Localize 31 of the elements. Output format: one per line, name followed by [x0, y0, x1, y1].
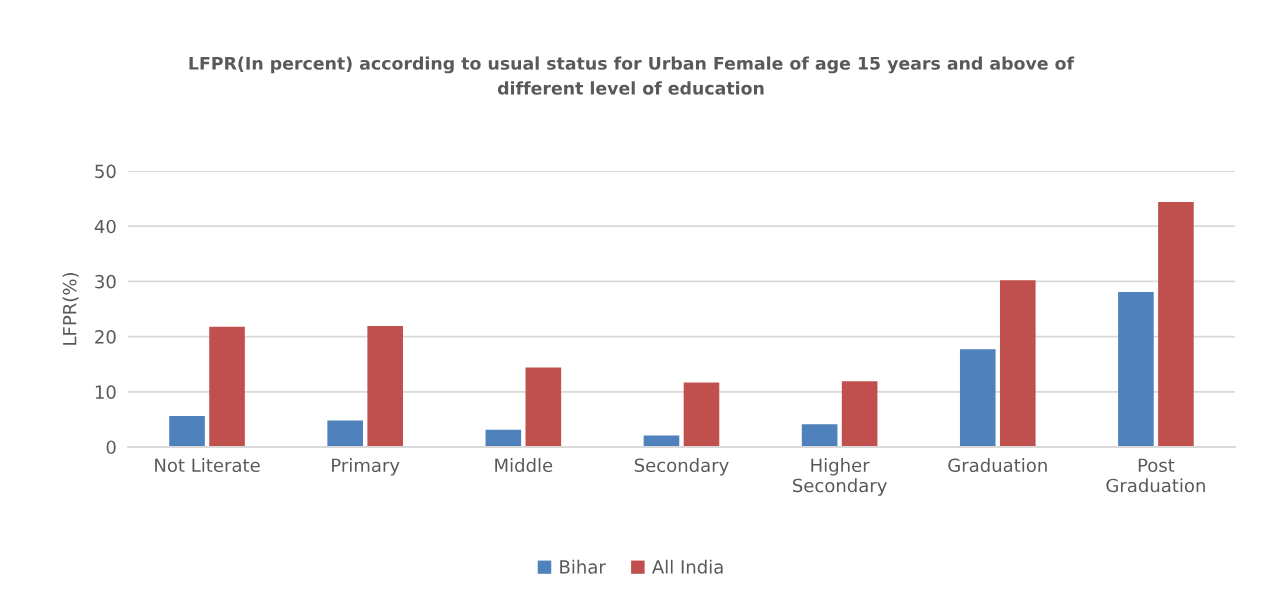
- bar: [1158, 201, 1194, 447]
- y-tick-label: 10: [95, 385, 116, 399]
- y-axis-title: LFPR(%): [62, 272, 79, 345]
- y-tick-label: 0: [106, 440, 116, 455]
- y-tick-label: 20: [95, 330, 116, 344]
- x-tick-label: Middle: [495, 458, 553, 473]
- y-tick-label: 50: [95, 164, 116, 179]
- y-tick-label: 30: [95, 274, 116, 289]
- chart-title: LFPR(In percent) according to usual status for Urban Female of age 15 years and above of different level of education: [189, 56, 1075, 95]
- x-tick-label: Post Graduation: [1106, 458, 1205, 493]
- bar: [367, 326, 403, 447]
- bar: [683, 382, 720, 447]
- legend-label: All India: [651, 559, 723, 574]
- bar: [485, 429, 522, 447]
- bar: [1118, 291, 1154, 447]
- bar: [209, 326, 245, 447]
- bar: [841, 381, 878, 447]
- x-tick-label: Higher Secondary: [793, 458, 887, 496]
- bar: [525, 367, 562, 447]
- legend-label: Bihar: [560, 559, 606, 574]
- x-tick-label: Secondary: [634, 458, 729, 476]
- bar: [959, 349, 996, 447]
- x-tick-label: Not Literate: [155, 458, 260, 473]
- bar: [327, 420, 363, 447]
- bar: [999, 280, 1036, 447]
- y-tick-label: 40: [94, 219, 116, 234]
- x-tick-label: Graduation: [948, 458, 1047, 473]
- bar: [169, 416, 205, 447]
- bar: [643, 435, 680, 447]
- x-tick-label: Primary: [332, 458, 400, 476]
- bar: [801, 424, 838, 447]
